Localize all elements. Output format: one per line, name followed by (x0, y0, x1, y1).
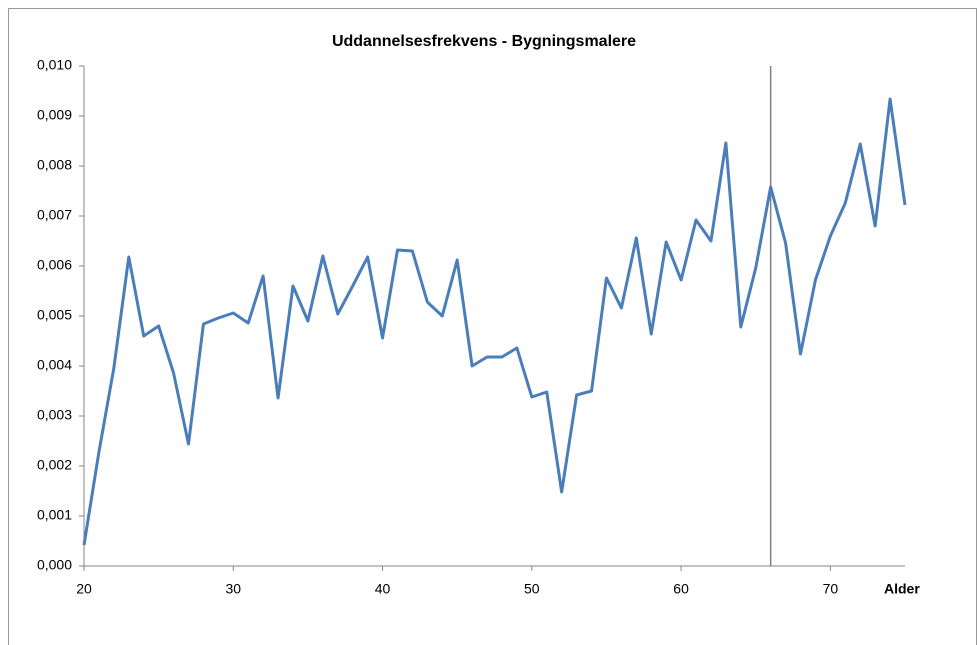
y-tick-label: 0,001 (37, 507, 72, 523)
x-tick-label: 60 (673, 581, 689, 597)
x-tick-label: 50 (524, 581, 540, 597)
y-tick-label: 0,009 (37, 107, 72, 123)
y-tick-label: 0,002 (37, 457, 72, 473)
x-tick-label: 20 (76, 581, 92, 597)
y-tick-label: 0,003 (37, 407, 72, 423)
y-tick-label: 0,008 (37, 157, 72, 173)
x-axis-label: Alder (884, 581, 920, 597)
data-line (82, 97, 907, 546)
x-tick-label: 40 (375, 581, 391, 597)
chart-title: Uddannelsesfrekvens - Bygningsmalere (332, 33, 636, 50)
x-tick-label: 30 (225, 581, 241, 597)
x-tick-label: 70 (823, 581, 839, 597)
y-tick-label: 0,007 (37, 207, 72, 223)
chart-frame (8, 8, 977, 645)
y-tick-label: 0,000 (37, 557, 72, 573)
y-tick-label: 0,010 (37, 57, 72, 73)
y-tick-label: 0,004 (37, 357, 72, 373)
y-tick-label: 0,006 (37, 257, 72, 273)
y-tick-label: 0,005 (37, 307, 72, 323)
